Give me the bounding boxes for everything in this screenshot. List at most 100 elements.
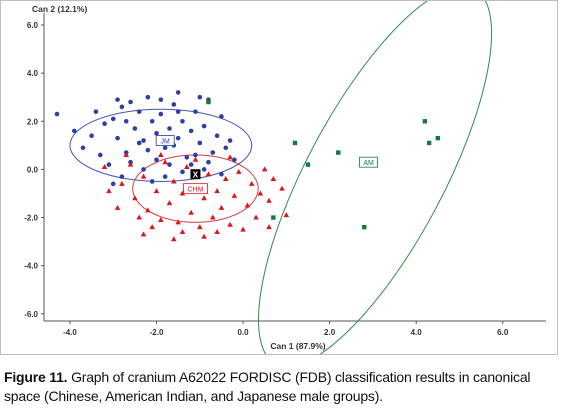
point-jm [149,179,155,184]
point-jm [71,128,77,134]
point-jm [227,138,233,143]
point-jm [197,140,203,146]
point-chm [188,209,194,215]
point-chm [101,164,108,169]
point-jm [167,126,172,131]
point-jm [123,118,129,124]
point-chm [235,168,242,174]
point-jm [223,145,229,151]
point-jm [175,109,181,114]
point-chm [140,231,147,237]
point-chm [279,185,285,191]
centroid-box-chm [183,183,208,195]
point-jm [115,97,120,102]
point-chm [231,192,238,198]
point-jm [193,109,198,114]
centroid-label-chm: CHM [187,187,203,194]
point-jm [136,109,142,114]
point-jm [193,152,198,158]
point-jm [171,102,177,107]
point-jm [141,167,146,172]
point-chm [114,204,121,210]
point-jm [106,162,112,167]
point-jm [188,162,194,167]
point-jm [145,94,151,100]
point-jm [167,162,172,167]
x-tick-label: 4.0 [411,328,423,337]
point-jm [80,145,86,151]
point-chm [149,224,155,230]
point-chm [119,180,125,186]
y-tick-label: 2.0 [27,117,39,126]
unknown-marker [190,169,201,180]
point-jm [119,174,125,179]
point-jm [206,159,211,165]
caption-text: Graph of cranium A62022 FORDISC (FDB) cl… [4,369,531,404]
ellipse-am [258,0,493,368]
centroid-box-am [359,156,378,168]
point-jm [184,155,190,160]
point-jm [102,121,107,126]
x-axis-title: Can 1 (87.9%) [270,341,325,351]
point-chm [196,224,203,230]
point-jm [154,131,159,136]
point-jm [180,118,185,124]
point-chm [248,180,255,186]
point-jm [180,169,185,175]
point-jm [232,157,237,163]
x-tick-label: 6.0 [497,328,509,337]
y-tick-label: -2.0 [24,214,38,223]
point-chm [266,224,272,230]
x-tick-label: 0.0 [238,328,250,337]
point-jm [201,167,207,172]
point-chm [158,216,164,222]
y-tick-label: -6.0 [24,310,38,319]
point-chm [261,166,268,172]
point-chm [184,164,190,169]
point-chm [270,176,277,182]
point-chm [145,207,151,213]
point-jm [110,181,116,187]
caption-label: Figure 11. [4,369,68,385]
point-jm [149,118,155,124]
point-chm [201,195,207,201]
point-jm [162,145,168,151]
point-am [435,135,441,141]
point-chm [257,190,264,196]
point-am [206,99,211,105]
plot-frame: 6.0 4.0 2.0 0.0 -2.0 -4.0 -6.0 -4.0 -2.0 0.0 2.0 4.… [0,0,558,368]
x-tick-label: -4.0 [63,328,77,337]
point-jm [154,157,159,163]
point-chm [244,202,251,208]
y-tick-label: 6.0 [27,21,39,30]
point-chm [123,151,130,157]
point-chm [171,178,177,184]
point-chm [201,233,207,239]
point-chm [140,173,147,179]
point-am [271,215,276,220]
point-chm [127,161,134,167]
point-jm [158,111,164,117]
point-jm [219,114,224,119]
point-chm [175,219,181,225]
point-am [305,162,311,167]
unknown-marker-label: X [193,170,199,179]
point-chm [179,190,186,196]
point-chm [240,226,246,232]
y-tick-label: -4.0 [24,262,38,271]
point-chm [283,212,290,218]
point-jm [201,123,207,129]
point-chm [227,221,233,227]
centroid-box-jm [155,135,175,146]
point-jm [162,174,168,179]
point-jm [214,133,220,139]
y-axis-title: Can 2 (12.1%) [32,4,87,14]
centroid-label-jm: JM [161,139,171,146]
point-jm [141,138,146,143]
point-jm [219,171,224,177]
point-chm [106,188,112,194]
x-tick-label: -2.0 [150,328,164,337]
point-chm [222,176,229,182]
point-chm [214,188,220,194]
